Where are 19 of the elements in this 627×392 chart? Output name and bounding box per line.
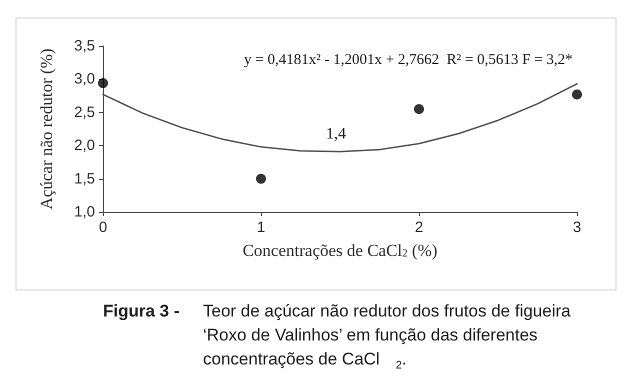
point — [572, 89, 582, 100]
text: Figura 3 - — [103, 302, 180, 320]
y-tick-label: 1,0 — [74, 204, 95, 220]
point — [98, 78, 108, 88]
x-tick-label: 3 — [572, 219, 582, 236]
x-axis-title: Concentrações de CaCl2 (%) — [242, 241, 438, 260]
y-tick-label: 3,0 — [74, 70, 95, 88]
x-tick-label: 0 — [98, 219, 108, 236]
y-axis-title: Açúcar não redutor (%) — [37, 48, 56, 210]
x-tick-label: 2 — [414, 219, 424, 236]
annotation: y = 0,4181x² - 1,2001x + 2,7662 R² = 0,5613 F = 3,2* — [244, 52, 573, 68]
x-tick-label: 1 — [256, 219, 266, 236]
point — [256, 174, 266, 184]
y-tick-label: 1,5 — [74, 170, 95, 188]
point — [414, 104, 424, 114]
y-tick-label: 2,5 — [74, 104, 95, 121]
annotation: 1,4 — [326, 126, 346, 142]
y-tick-label: 3,5 — [74, 38, 95, 54]
y-tick-label: 2,0 — [74, 137, 95, 154]
